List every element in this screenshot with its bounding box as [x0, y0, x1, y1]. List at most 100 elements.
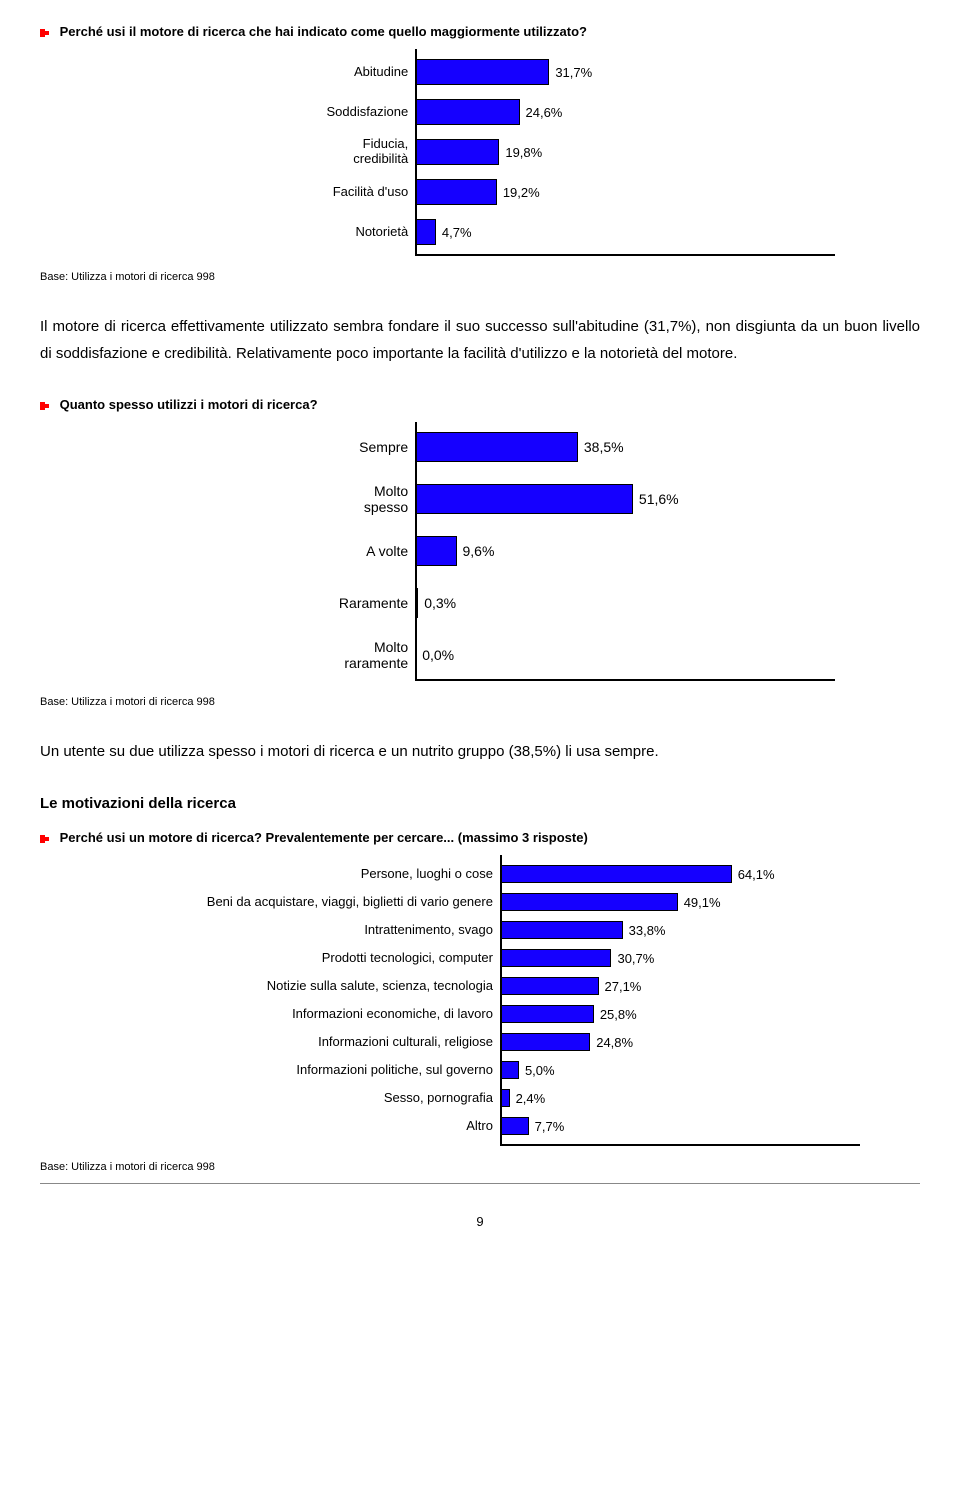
divider: [40, 1183, 920, 1184]
chart-row: Persone, luoghi o cose 64,1%: [100, 865, 860, 883]
page-number: 9: [40, 1214, 920, 1229]
bar-value: 33,8%: [629, 923, 666, 938]
chart-row: A volte9,6%: [125, 536, 835, 566]
bar-wrap: 24,6%: [416, 99, 835, 125]
bar-value: 51,6%: [639, 491, 679, 507]
x-axis: [500, 1144, 860, 1146]
bullet-icon: [40, 400, 52, 412]
bar-wrap: 19,2%: [416, 179, 835, 205]
bar-wrap: 38,5%: [416, 432, 835, 462]
chart-row: Raramente 0,3%: [125, 588, 835, 618]
bar-wrap: 31,7%: [416, 59, 835, 85]
bar-label: Facilità d'uso: [125, 185, 414, 200]
bar-label: Persone, luoghi o cose: [100, 867, 499, 882]
bar-label: Fiducia,credibilità: [125, 137, 414, 167]
x-axis: [415, 679, 835, 681]
bar-wrap: 7,7%: [501, 1117, 860, 1135]
bar: [416, 179, 497, 205]
bar-value: 30,7%: [617, 951, 654, 966]
bar-label: Notizie sulla salute, scienza, tecnologi…: [100, 979, 499, 994]
bar-wrap: 30,7%: [501, 949, 860, 967]
bar-value: 9,6%: [463, 543, 495, 559]
bar-value: 2,4%: [516, 1091, 546, 1106]
bar-label: Beni da acquistare, viaggi, biglietti di…: [100, 895, 499, 910]
heading-motivazioni: Le motivazioni della ricerca: [40, 795, 920, 812]
bar: [416, 536, 456, 566]
bar-label: Prodotti tecnologici, computer: [100, 951, 499, 966]
bar-label: Altro: [100, 1119, 499, 1134]
bar-label: Raramente: [125, 595, 414, 611]
chart-row: Notizie sulla salute, scienza, tecnologi…: [100, 977, 860, 995]
chart-row: Sempre38,5%: [125, 432, 835, 462]
chart1-base: Base: Utilizza i motori di ricerca 998: [40, 271, 920, 283]
bar-value: 24,6%: [526, 105, 563, 120]
bar-label: Soddisfazione: [125, 105, 414, 120]
chart1-title: Perché usi il motore di ricerca che hai …: [40, 24, 920, 39]
chart3-base: Base: Utilizza i motori di ricerca 998: [40, 1161, 920, 1173]
bar-label: Informazioni economiche, di lavoro: [100, 1007, 499, 1022]
chart2: Sempre38,5%Moltospesso51,6%A volte9,6%Ra…: [125, 422, 835, 680]
chart-row: Sesso, pornografia 2,4%: [100, 1089, 860, 1107]
chart3-title-text: Perché usi un motore di ricerca? Prevale…: [60, 830, 588, 845]
bar: [501, 1061, 519, 1079]
bar-label: Intrattenimento, svago: [100, 923, 499, 938]
bar: [416, 139, 499, 165]
bar-wrap: 25,8%: [501, 1005, 860, 1023]
bar-value: 0,0%: [422, 647, 454, 663]
chart-row: Beni da acquistare, viaggi, biglietti di…: [100, 893, 860, 911]
bar: [416, 484, 633, 514]
bar: [416, 588, 418, 618]
bar-value: 25,8%: [600, 1007, 637, 1022]
bar-value: 19,8%: [505, 145, 542, 160]
bar-wrap: 27,1%: [501, 977, 860, 995]
bar: [501, 1033, 590, 1051]
bar: [416, 99, 519, 125]
bar-label: Sesso, pornografia: [100, 1091, 499, 1106]
bar-label: Informazioni culturali, religiose: [100, 1035, 499, 1050]
bar-value: 64,1%: [738, 867, 775, 882]
x-axis: [415, 254, 835, 256]
bar-wrap: 0,3%: [416, 588, 835, 618]
bar-value: 7,7%: [535, 1119, 565, 1134]
chart1: Abitudine31,7% Soddisfazione 24,6% Fiducia,…: [125, 49, 835, 255]
chart-row: Informazioni culturali, religiose 24,8%: [100, 1033, 860, 1051]
bar-wrap: 4,7%: [416, 219, 835, 245]
bar-label: Moltoraramente: [125, 639, 414, 671]
bar: [501, 977, 599, 995]
bar: [501, 1117, 529, 1135]
chart3: Persone, luoghi o cose 64,1% Beni da acqui…: [100, 855, 860, 1145]
bar: [501, 921, 623, 939]
bar-wrap: 33,8%: [501, 921, 860, 939]
bar-wrap: 64,1%: [501, 865, 860, 883]
bar-value: 19,2%: [503, 185, 540, 200]
bullet-icon: [40, 833, 52, 845]
bar-value: 49,1%: [684, 895, 721, 910]
bar-value: 5,0%: [525, 1063, 555, 1078]
bar-value: 4,7%: [442, 225, 472, 240]
bar-wrap: 19,8%: [416, 139, 835, 165]
bar-wrap: 51,6%: [416, 484, 835, 514]
chart-row: Soddisfazione 24,6%: [125, 99, 835, 125]
chart2-title-text: Quanto spesso utilizzi i motori di ricer…: [60, 397, 318, 412]
bar: [501, 1005, 594, 1023]
bar: [501, 949, 612, 967]
chart-row: Prodotti tecnologici, computer 30,7%: [100, 949, 860, 967]
bar-value: 0,3%: [424, 595, 456, 611]
chart1-title-text: Perché usi il motore di ricerca che hai …: [60, 24, 587, 39]
bar-label: Notorietà: [125, 225, 414, 240]
chart-row: Facilità d'uso 19,2%: [125, 179, 835, 205]
bar-label: Moltospesso: [125, 483, 414, 515]
bar-wrap: 24,8%: [501, 1033, 860, 1051]
bar-wrap: 5,0%: [501, 1061, 860, 1079]
bar-wrap: 9,6%: [416, 536, 835, 566]
bar: [416, 432, 578, 462]
bullet-icon: [40, 27, 52, 39]
bar-label: Sempre: [125, 439, 414, 455]
bar-label: Abitudine: [125, 65, 414, 80]
chart2-base: Base: Utilizza i motori di ricerca 998: [40, 696, 920, 708]
chart-row: Moltoraramente 0,0%: [125, 640, 835, 670]
bar: [416, 59, 549, 85]
bar-value: 24,8%: [596, 1035, 633, 1050]
bar: [501, 893, 678, 911]
chart-row: Altro 7,7%: [100, 1117, 860, 1135]
